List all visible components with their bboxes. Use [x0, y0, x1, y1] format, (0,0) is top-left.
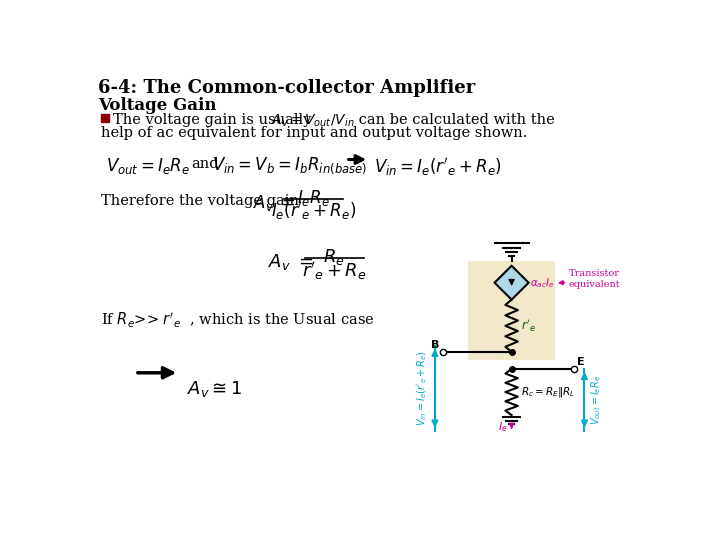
- Text: help of ac equivalent for input and output voltage shown.: help of ac equivalent for input and outp…: [101, 126, 527, 140]
- Text: $R_c = R_E \| R_L$: $R_c = R_E \| R_L$: [521, 385, 575, 399]
- Text: $R_e$: $R_e$: [323, 247, 345, 267]
- Text: $I_eR_e$: $I_eR_e$: [297, 188, 330, 208]
- Text: $A_v \  = $: $A_v \ = $: [269, 252, 314, 272]
- Text: B: B: [431, 341, 439, 350]
- Text: 6-4: The Common-collector Amplifier: 6-4: The Common-collector Amplifier: [98, 79, 475, 97]
- Text: $V_{in} = V_b = I_bR_{in(base)}$: $V_{in} = V_b = I_bR_{in(base)}$: [212, 156, 368, 176]
- Text: Transistor
equivalent: Transistor equivalent: [569, 269, 621, 288]
- Text: can be calculated with the: can be calculated with the: [354, 113, 554, 127]
- Text: $V_{in} = I_e(r'_e + R_e)$: $V_{in} = I_e(r'_e + R_e)$: [415, 350, 428, 426]
- Text: E: E: [577, 357, 585, 367]
- Text: Voltage Gain: Voltage Gain: [98, 97, 216, 114]
- Text: $r'_e$: $r'_e$: [521, 318, 536, 334]
- Text: $V_{out} = I_eR_e$: $V_{out} = I_eR_e$: [106, 156, 189, 176]
- Text: $\alpha_{ac}I_e$: $\alpha_{ac}I_e$: [530, 276, 555, 289]
- Text: and: and: [191, 157, 218, 171]
- Text: $A_v \  = $: $A_v \ = $: [253, 193, 295, 213]
- Text: $V_{in} = I_e(r'_e + R_e)$: $V_{in} = I_e(r'_e + R_e)$: [374, 156, 503, 178]
- Text: $A_v \cong 1$: $A_v \cong 1$: [187, 379, 242, 399]
- Text: $r'_e + R_e$: $r'_e + R_e$: [302, 260, 366, 282]
- Bar: [101, 114, 109, 122]
- Text: $A_v = V_{out}/V_{in}$: $A_v = V_{out}/V_{in}$: [271, 112, 354, 129]
- Bar: [468, 261, 555, 360]
- Text: $V_{out} = I_eR_e$: $V_{out} = I_eR_e$: [589, 375, 603, 425]
- Polygon shape: [495, 266, 528, 300]
- Text: Therefore the voltage gain: Therefore the voltage gain: [101, 194, 299, 208]
- Text: If $R_e$>> $r'_e$  , which is the Usual case: If $R_e$>> $r'_e$ , which is the Usual c…: [101, 311, 374, 330]
- Text: $I_e(r'_e + R_e)$: $I_e(r'_e + R_e)$: [271, 200, 356, 222]
- Text: $I_e$: $I_e$: [498, 421, 508, 434]
- Text: The voltage gain is usually: The voltage gain is usually: [113, 113, 312, 127]
